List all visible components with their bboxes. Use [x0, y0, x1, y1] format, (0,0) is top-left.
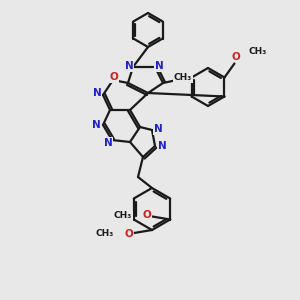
Text: N: N [103, 138, 112, 148]
Text: N: N [154, 61, 164, 71]
Text: O: O [124, 229, 134, 239]
Text: CH₃: CH₃ [96, 230, 114, 238]
Text: N: N [154, 124, 162, 134]
Text: CH₃: CH₃ [248, 47, 267, 56]
Text: O: O [110, 72, 118, 82]
Text: N: N [124, 61, 134, 71]
Text: CH₃: CH₃ [114, 211, 132, 220]
Text: CH₃: CH₃ [174, 74, 192, 82]
Text: O: O [143, 211, 152, 220]
Text: N: N [93, 88, 101, 98]
Text: N: N [92, 120, 100, 130]
Text: N: N [158, 141, 166, 151]
Text: O: O [231, 52, 240, 61]
